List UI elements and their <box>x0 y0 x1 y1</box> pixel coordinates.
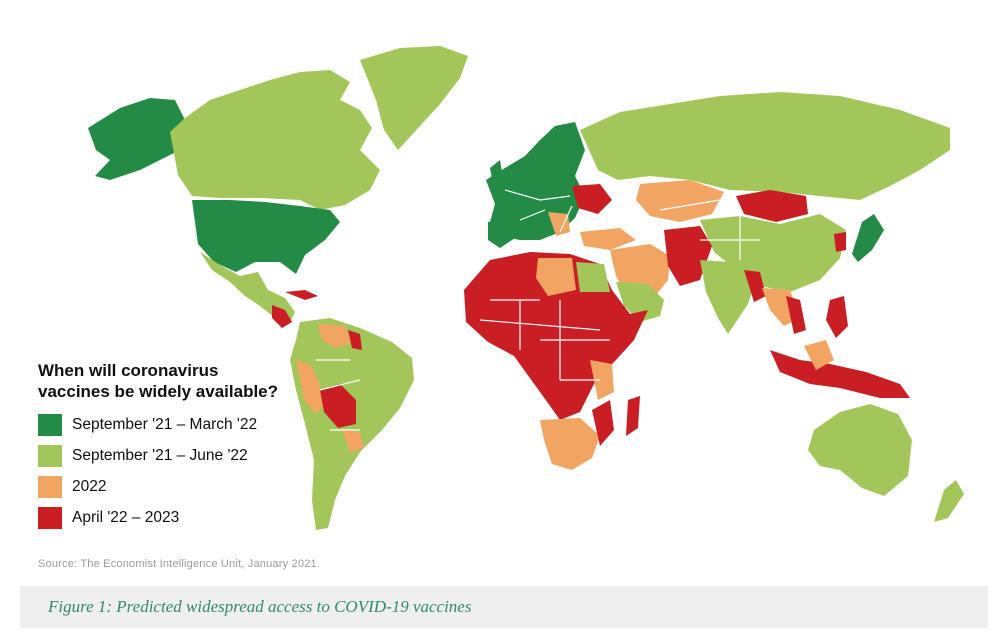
legend-label: September '21 – March '22 <box>72 416 258 433</box>
figure-caption-bar: Figure 1: Predicted widespread access to… <box>20 586 988 628</box>
legend-item: April '22 – 2023 <box>38 505 338 531</box>
region-china <box>700 214 846 292</box>
region-bolivia <box>320 384 356 428</box>
legend: When will coronavirus vaccines be widely… <box>38 360 338 536</box>
region-russia <box>580 92 950 200</box>
region-peru <box>296 360 324 414</box>
region-caribbean <box>285 290 318 300</box>
region-kazakhstan <box>636 180 724 222</box>
region-mexico <box>200 252 295 322</box>
region-korea <box>834 232 846 252</box>
legend-title-line2: vaccines be widely available? <box>38 382 279 401</box>
region-libya <box>536 258 576 296</box>
region-philippines <box>826 296 848 338</box>
region-myanmar <box>744 270 766 302</box>
figure-caption: Figure 1: Predicted widespread access to… <box>48 597 472 616</box>
region-africa-north <box>464 252 648 420</box>
legend-title: When will coronavirus vaccines be widely… <box>38 360 338 402</box>
region-africa-south <box>540 418 600 470</box>
legend-label: 2022 <box>72 478 107 495</box>
region-new-zealand <box>934 480 964 522</box>
region-usa <box>192 200 340 274</box>
region-guyana <box>348 330 362 350</box>
region-madagascar <box>626 396 640 436</box>
region-japan <box>852 214 884 262</box>
region-balkans <box>548 212 570 236</box>
region-australia <box>808 404 912 496</box>
region-canada <box>170 70 380 210</box>
region-central-america-red <box>272 305 292 328</box>
legend-label: April '22 – 2023 <box>72 509 180 526</box>
region-mongolia <box>736 190 808 222</box>
legend-swatch <box>38 445 62 467</box>
region-afghanistan <box>664 226 712 286</box>
region-india <box>700 260 756 334</box>
legend-item: 2022 <box>38 474 338 500</box>
legend-item: September '21 – March '22 <box>38 412 338 438</box>
legend-label: September '21 – June '22 <box>72 447 248 464</box>
region-indonesia <box>770 350 910 398</box>
region-europe <box>486 122 585 240</box>
region-arabia <box>616 282 664 322</box>
region-borneo <box>804 340 834 370</box>
region-east-africa <box>590 360 614 400</box>
region-venezuela <box>318 324 352 348</box>
region-iberia <box>488 220 515 248</box>
region-mozambique <box>592 400 614 446</box>
region-alaska <box>88 98 185 180</box>
source-note: Source: The Economist Intelligence Unit,… <box>38 558 321 570</box>
legend-swatch <box>38 414 62 436</box>
legend-item: September '21 – June '22 <box>38 443 338 469</box>
region-greenland <box>360 46 468 150</box>
region-vietnam <box>786 296 806 334</box>
world-map <box>88 46 964 530</box>
region-paraguay <box>342 430 364 452</box>
legend-title-line1: When will coronavirus <box>38 361 219 380</box>
legend-swatch <box>38 507 62 529</box>
legend-swatch <box>38 476 62 498</box>
region-egypt <box>576 262 610 292</box>
region-uk <box>490 160 504 190</box>
region-ukraine <box>572 184 612 214</box>
region-turkey <box>580 228 636 250</box>
